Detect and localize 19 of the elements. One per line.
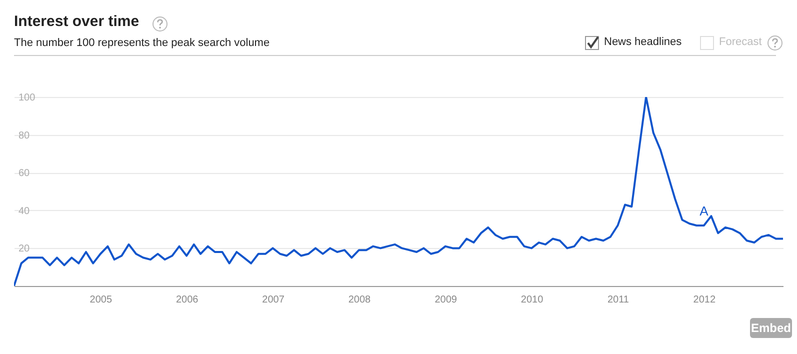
x-tick-label: 2011: [607, 294, 630, 306]
chart-title: Interest over time: [14, 13, 140, 30]
y-tick-label: 80: [18, 130, 30, 142]
x-tick-label: 2012: [693, 294, 716, 306]
y-tick-label: 40: [18, 206, 30, 217]
text: Embed: [750, 318, 792, 338]
y-tick-label: 100: [18, 92, 36, 104]
y-tick-label: 60: [18, 168, 30, 180]
x-tick-label: 2009: [434, 294, 458, 306]
x-tick-label: 2010: [520, 294, 544, 306]
x-tick-label: 2005: [90, 294, 112, 306]
x-tick-label: 2007: [262, 294, 285, 306]
x-tick-label: 2008: [348, 294, 372, 306]
y-tick-label: 20: [18, 244, 30, 255]
text: Forecast: [719, 36, 762, 48]
annotation: A: [700, 204, 709, 219]
x-tick-label: 2006: [176, 294, 199, 306]
chart-subtitle: The number 100 represents the peak search volume: [14, 37, 270, 49]
text: News headlines: [604, 36, 682, 48]
